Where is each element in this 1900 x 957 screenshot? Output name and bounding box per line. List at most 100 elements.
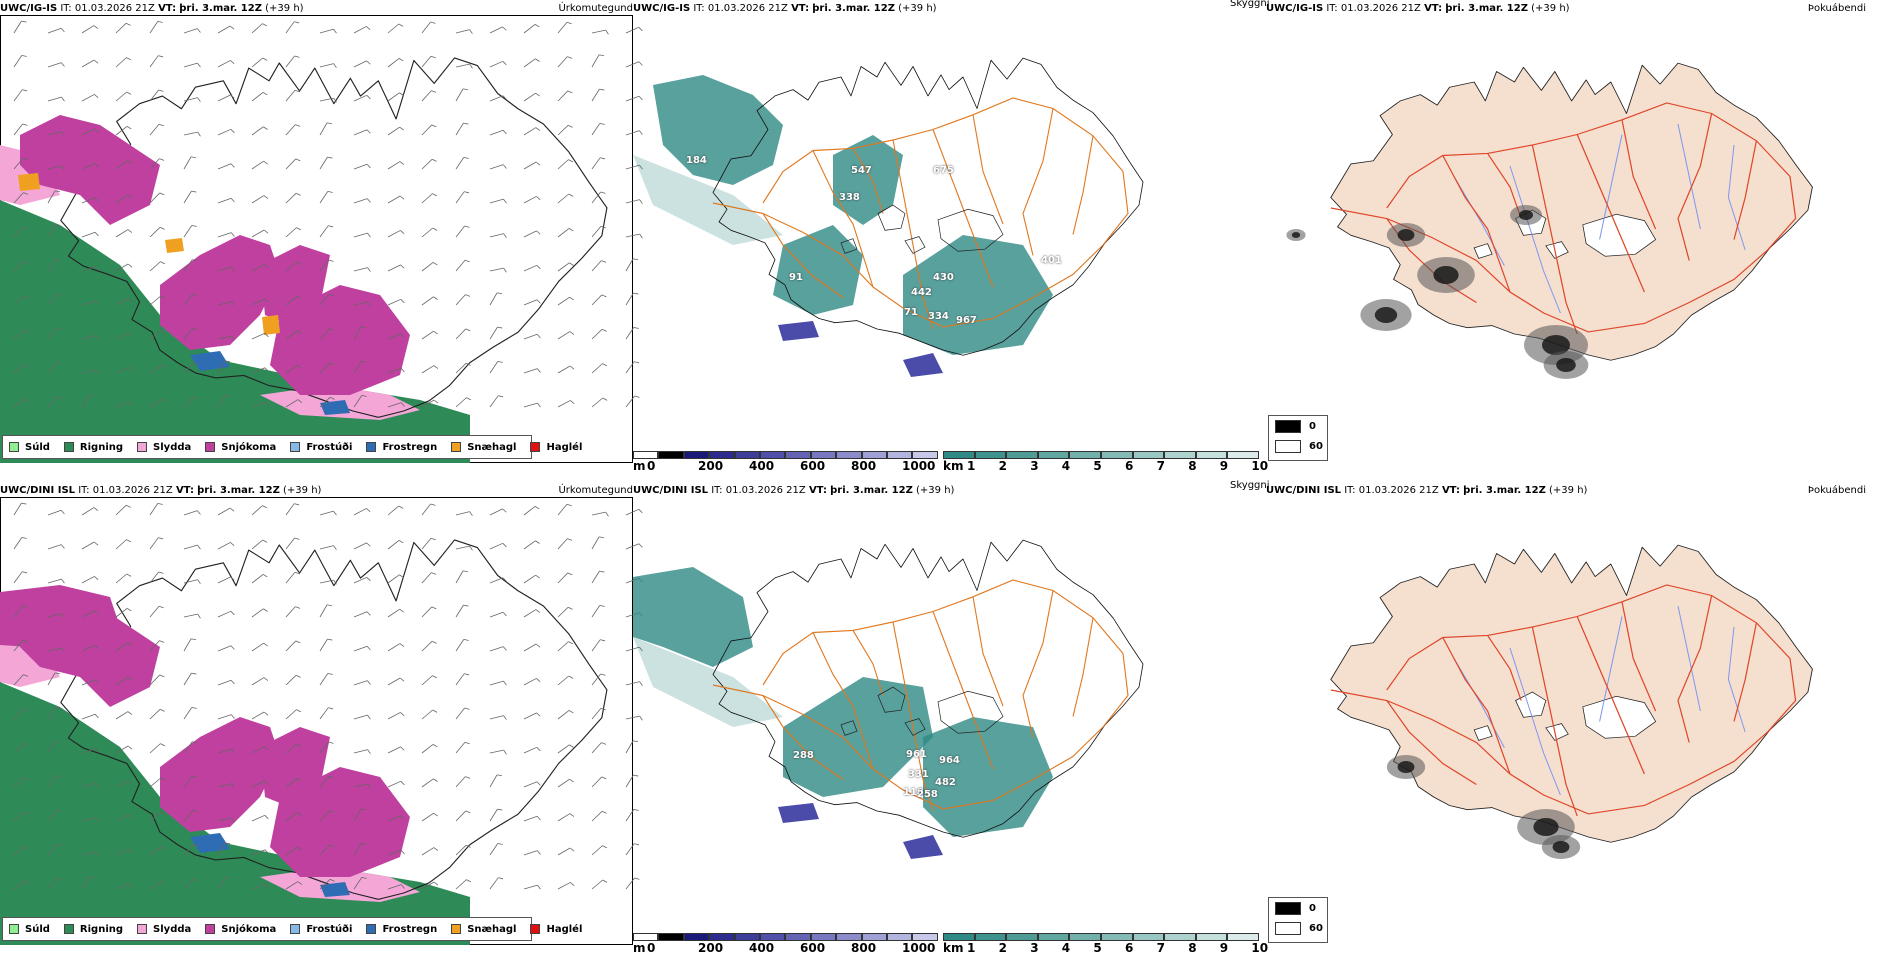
legend-item: Snjókoma (205, 442, 276, 453)
legend-swatch (366, 442, 377, 452)
colorbar-segment (974, 451, 1007, 459)
legend-label: Rigning (79, 923, 124, 935)
road (1677, 595, 1713, 743)
legend-item: Haglél (530, 442, 582, 453)
low-visibility-area (653, 75, 783, 185)
colorbar-segment (1227, 451, 1259, 459)
low-cloud-base-area (778, 803, 819, 823)
road (1072, 617, 1094, 717)
lead-time: (+39 h) (898, 3, 937, 14)
colorbar-tick: 600 (800, 459, 826, 473)
legend-swatch (290, 442, 301, 452)
visibility-panel: UWC/IG-IS IT: 01.03.2026 21Z VT: þri. 3.… (633, 0, 1270, 473)
colorbar-tick: 10 (1251, 459, 1269, 473)
panel-field-name: Úrkomutegund (558, 485, 633, 496)
legend-swatch (205, 442, 216, 452)
low-cloud-base-area (903, 835, 943, 859)
road (1022, 590, 1054, 738)
colorbar-segment (836, 451, 862, 459)
colorbar-segment (1037, 933, 1070, 941)
legend-swatch (137, 924, 148, 934)
legend-label: Snæhagl (467, 923, 517, 935)
model-name: UWC/DINI ISL (1266, 485, 1342, 496)
legend-item: Rigning (63, 442, 123, 453)
fog-core (1291, 232, 1301, 238)
colorbar-segment (1101, 451, 1133, 459)
road (1442, 155, 1511, 293)
lead-time: (+39 h) (916, 485, 955, 496)
colorbar-tick: 9 (1219, 459, 1229, 473)
road (932, 611, 994, 770)
road (1677, 113, 1713, 261)
legend-item: Slydda (137, 924, 191, 935)
legend-swatch (530, 924, 541, 934)
colorbar-segment (734, 933, 760, 941)
legend-swatch (63, 924, 74, 934)
road (1330, 584, 1797, 815)
colorbar-tick: 4 (1061, 459, 1071, 473)
glacier-outline (904, 236, 926, 254)
road (1576, 616, 1645, 775)
cloud-base-label: 71 (904, 307, 918, 318)
road (1733, 140, 1758, 240)
road (1576, 134, 1645, 293)
colorbar-segment (1227, 933, 1259, 941)
snow-area (0, 585, 120, 647)
colorbar-segment (1195, 451, 1228, 459)
glacier-outline (937, 208, 1004, 252)
colorbar-segment (836, 933, 862, 941)
low-visibility-area (903, 235, 1053, 355)
legend-swatch (451, 442, 462, 452)
cloud-base-label: 91 (789, 272, 803, 283)
road (1386, 700, 1477, 785)
road (852, 630, 884, 696)
colorbar-segment (912, 451, 938, 459)
fog-legend-label: 0 (1309, 421, 1316, 432)
colorbar-tick: 3 (1030, 941, 1039, 955)
legend-swatch (137, 442, 148, 452)
legend-label: Súld (25, 923, 50, 935)
colorbar-segment (709, 451, 735, 459)
valid-time-label: VT: (808, 485, 827, 496)
colorbar-segment (1132, 451, 1165, 459)
colorbar-segment (709, 933, 735, 941)
panel-title: UWC/IG-IS IT: 01.03.2026 21Z VT: þri. 3.… (1266, 3, 1570, 15)
colorbar-unit: m (633, 459, 646, 473)
valid-time: þri. 3.mar. 12Z (1445, 3, 1528, 14)
colorbar-segment (861, 451, 887, 459)
valid-time: þri. 3.mar. 12Z (179, 3, 262, 14)
panel-field-name: Skyggni (1230, 0, 1270, 9)
visibility-colorbar: km 1 2 3 4 5 6 7 8 9 10 (943, 451, 1268, 475)
colorbar-tick: 5 (1093, 459, 1102, 473)
road (1531, 144, 1578, 335)
legend-swatch (366, 924, 377, 934)
fog-core (1533, 818, 1559, 836)
road (1487, 635, 1522, 701)
cloud-base-label: 331 (908, 769, 929, 780)
fog-map (1286, 62, 1813, 379)
road (1621, 601, 1657, 712)
legend-label: Frostúði (306, 441, 353, 453)
fog-core (1552, 841, 1570, 853)
wind-barbs (13, 20, 643, 408)
legend-label: Snjókoma (221, 923, 277, 935)
fog-map (1330, 544, 1813, 859)
road (1330, 102, 1797, 333)
cloud-base-label: 967 (956, 315, 977, 326)
glacier (1515, 691, 1547, 718)
colorbar-tick: 1000 (902, 459, 936, 473)
road (1442, 637, 1511, 775)
legend-label: Frostregn (382, 923, 438, 935)
colorbar-unit: km (943, 459, 964, 473)
colorbar-tick: 8 (1188, 459, 1197, 473)
colorbar-unit: km (943, 941, 964, 955)
river (1677, 123, 1701, 230)
legend-item: Snæhagl (451, 442, 516, 453)
road (812, 150, 874, 288)
fog-core (1519, 210, 1533, 220)
glacier-outline (904, 718, 926, 736)
legend-item: Súld (9, 924, 50, 935)
road (1022, 108, 1054, 256)
iceland-coastline (712, 57, 1144, 356)
legend-swatch (290, 924, 301, 934)
